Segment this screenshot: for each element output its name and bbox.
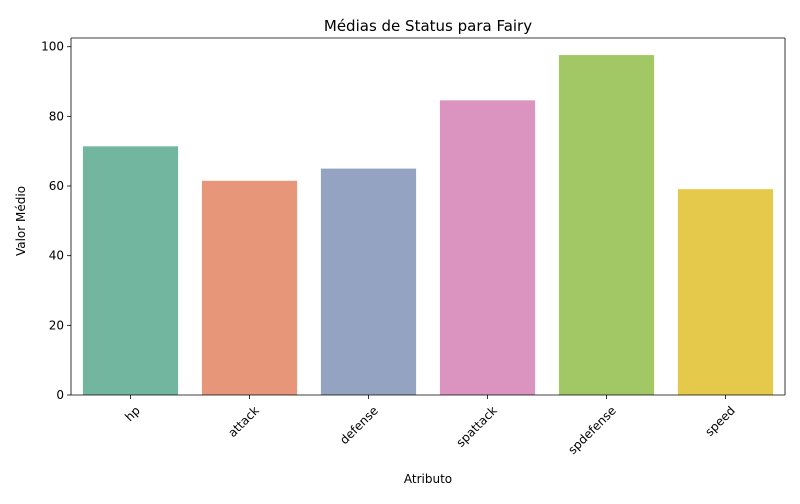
bar-spattack — [439, 100, 536, 395]
x-tick-label-spdefense: spdefense — [565, 403, 619, 457]
y-axis-label: Valor Médio — [14, 186, 28, 256]
x-tick-label-hp: hp — [122, 403, 143, 424]
y-tick-label: 0 — [56, 388, 64, 402]
bar-attack — [201, 180, 298, 395]
bar-speed — [677, 189, 774, 395]
y-tick-label: 100 — [41, 40, 64, 54]
y-tick-label: 80 — [49, 109, 64, 123]
y-tick-label: 40 — [49, 249, 64, 263]
bar-spdefense — [558, 55, 655, 395]
x-tick-label-defense: defense — [337, 403, 381, 447]
x-tick-label-spattack: spattack — [453, 403, 499, 449]
x-tick-label-speed: speed — [702, 403, 738, 439]
bar-hp — [82, 146, 179, 395]
chart-title: Médias de Status para Fairy — [324, 17, 532, 35]
y-tick-label: 60 — [49, 179, 64, 193]
bar-defense — [320, 168, 417, 395]
x-axis-label: Atributo — [404, 472, 452, 486]
y-tick-label: 20 — [49, 318, 64, 332]
plot-area — [82, 55, 774, 395]
x-tick-label-attack: attack — [225, 403, 262, 440]
